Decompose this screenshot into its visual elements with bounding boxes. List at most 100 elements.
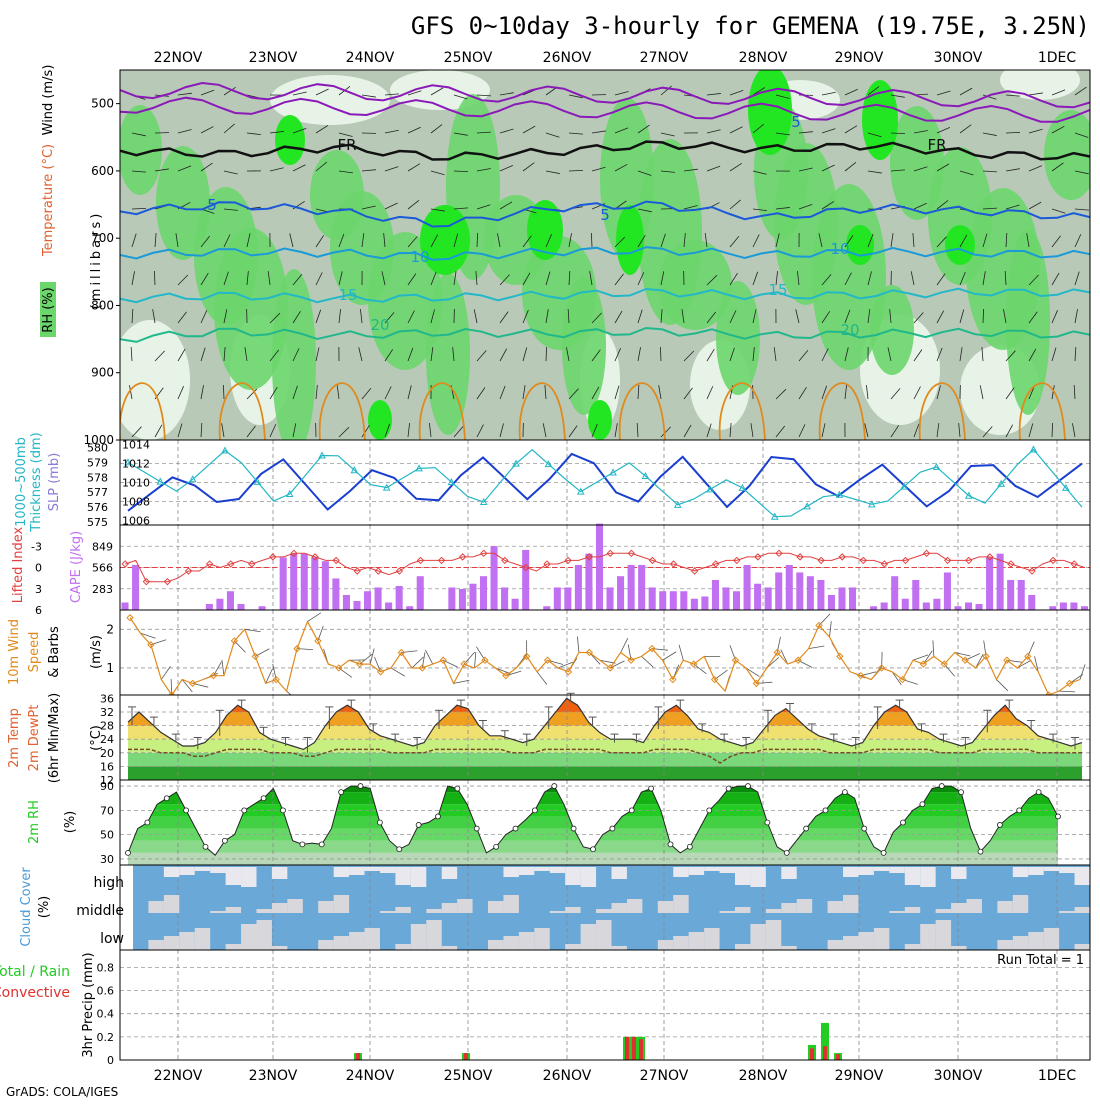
cloud-high [210, 867, 225, 873]
cloud-low [997, 940, 1012, 950]
cloud-high [534, 867, 549, 871]
rh-tick: 90 [100, 780, 114, 793]
wind-tick: 1 [106, 661, 114, 675]
rh-marker [281, 808, 286, 813]
cape-bar [1007, 580, 1014, 610]
cloud-middle [488, 901, 503, 913]
cloud-low [612, 946, 627, 950]
rh-marker [126, 850, 131, 855]
cloud-high [411, 867, 426, 887]
cloud-high [395, 867, 410, 885]
cape-bar [807, 576, 814, 610]
cape-bar [933, 599, 940, 610]
date-label-top: 22NOV [154, 50, 203, 66]
rh-marker [358, 784, 363, 789]
cloud-high [1059, 867, 1074, 873]
cloud-high [365, 867, 380, 871]
rh-marker [765, 820, 770, 825]
precip-conv-bar [823, 1046, 827, 1060]
rh-marker [571, 826, 576, 831]
rh-marker [1036, 790, 1041, 795]
rh-saturated-patch [846, 225, 874, 265]
date-label-bottom: 27NOV [640, 1068, 689, 1084]
contour-label: 5 [600, 206, 610, 224]
cloud-low [349, 932, 364, 950]
credit-label: GrADS: COLA/IGES [6, 1085, 118, 1099]
cloud-low [858, 932, 873, 950]
rh-saturated-patch [616, 205, 644, 275]
rh-marker [804, 826, 809, 831]
cloud-high [581, 867, 596, 887]
thickness-tick: 579 [87, 456, 108, 469]
cloud-middle [210, 911, 225, 913]
cloud-high [241, 867, 256, 887]
cloud-low [689, 932, 704, 950]
date-label-bottom: 26NOV [543, 1068, 592, 1084]
cloud-low [256, 920, 271, 950]
cape-bar [480, 576, 487, 610]
chart-title: GFS 0~10day 3-hourly for GEMENA (19.75E,… [411, 12, 1090, 40]
cloud-middle [1013, 895, 1028, 913]
cape-bar [912, 580, 919, 610]
slp-tick: 1008 [122, 495, 150, 508]
li-tick: -3 [31, 540, 42, 553]
cloud-high [565, 867, 580, 885]
cloud-high [1028, 867, 1043, 875]
cloud-high [689, 867, 704, 875]
pressure-axis-label: (millibars) [89, 211, 104, 310]
cape-bar [353, 601, 360, 610]
precip-tick: 0.8 [97, 961, 115, 974]
cloud-low [1044, 928, 1059, 950]
cape-bar [607, 587, 614, 610]
rh-band [120, 841, 1090, 853]
cape-bar [628, 565, 635, 610]
rh-marker [668, 842, 673, 847]
cape-bar [216, 599, 223, 610]
rh-marker [222, 838, 227, 843]
cloud-high [179, 867, 194, 875]
rh-marker [726, 786, 731, 791]
cape-bar [954, 606, 961, 610]
rh-marker [164, 796, 169, 801]
rh-marker [823, 808, 828, 813]
date-label-bottom: 29NOV [835, 1068, 884, 1084]
date-label-top: 24NOV [346, 50, 395, 66]
wind-axis-label: Wind (m/s) [41, 65, 56, 136]
cape-bar [132, 565, 139, 610]
cloud-middle [673, 895, 688, 913]
cloud-middle [426, 909, 441, 913]
cloud-low [936, 920, 951, 950]
rh-marker [397, 847, 402, 852]
cloud-middle [766, 909, 781, 913]
cloud-high [858, 867, 873, 875]
cape-bar [1028, 595, 1035, 610]
precip-axis-label: 3hr Precip (mm) [81, 952, 96, 1057]
cloud-low [951, 946, 966, 950]
rh-marker [455, 786, 460, 791]
cloud-high [226, 867, 241, 885]
cloud-low [334, 936, 349, 950]
rh-marker [1017, 808, 1022, 813]
cloud-low [735, 944, 750, 950]
cape-bar [396, 586, 403, 610]
cloud-low [1028, 932, 1043, 950]
cloud-low [534, 928, 549, 950]
cape-bar [828, 595, 835, 610]
cloud-low [581, 924, 596, 950]
date-label-top: 30NOV [934, 50, 983, 66]
cape-bar [237, 604, 244, 610]
temp-axis-label: 2m Temp [7, 708, 22, 768]
precip-conv-bar [356, 1053, 360, 1060]
cape-bar [849, 587, 856, 610]
rh-marker [552, 784, 557, 789]
cloud-middle [380, 911, 395, 913]
cloud-high [1044, 867, 1059, 871]
cloud-low [1075, 944, 1090, 950]
cape-bar [280, 557, 287, 610]
cape-bar [1081, 606, 1088, 610]
rh-marker [997, 822, 1002, 827]
thickness-tick: 577 [87, 486, 108, 499]
cloud-low [442, 946, 457, 950]
